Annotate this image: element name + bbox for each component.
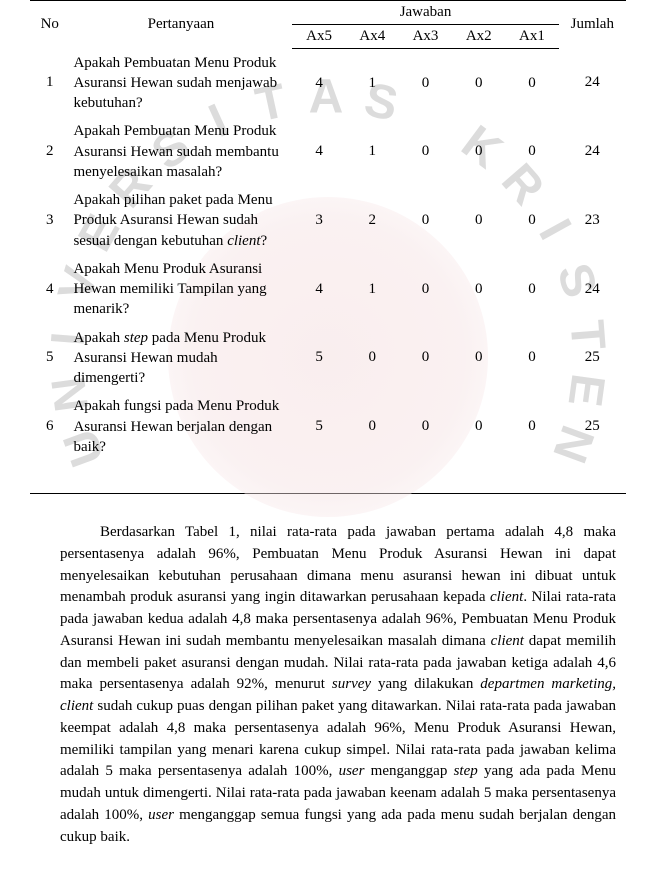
- col-header-jumlah: Jumlah: [559, 1, 626, 49]
- cell-ax3: 0: [399, 255, 452, 324]
- cell-jumlah: 25: [559, 392, 626, 461]
- cell-no: 2: [30, 117, 69, 186]
- cell-jumlah: 24: [559, 255, 626, 324]
- col-header-ax3: Ax3: [399, 25, 452, 49]
- cell-ax2: 0: [452, 392, 505, 461]
- cell-jumlah: 25: [559, 324, 626, 393]
- cell-question: Apakah pilihan paket pada Menu Produk As…: [69, 186, 292, 255]
- cell-ax4: 0: [346, 324, 399, 393]
- table-row: 6Apakah fungsi pada Menu Produk Asuransi…: [30, 392, 626, 461]
- col-header-ax5: Ax5: [292, 25, 345, 49]
- cell-ax2: 0: [452, 186, 505, 255]
- cell-no: 4: [30, 255, 69, 324]
- col-header-ax1: Ax1: [505, 25, 558, 49]
- survey-table-body: 1Apakah Pembuatan Menu Produk Asuransi H…: [30, 49, 626, 462]
- cell-ax4: 1: [346, 255, 399, 324]
- table-row: 3Apakah pilihan paket pada Menu Produk A…: [30, 186, 626, 255]
- cell-question: Apakah Pembuatan Menu Produk Asuransi He…: [69, 49, 292, 118]
- cell-ax4: 1: [346, 117, 399, 186]
- cell-ax5: 4: [292, 117, 345, 186]
- table-row: 5Apakah step pada Menu Produk Asuransi H…: [30, 324, 626, 393]
- table-row: 1Apakah Pembuatan Menu Produk Asuransi H…: [30, 49, 626, 118]
- cell-ax5: 4: [292, 49, 345, 118]
- analysis-paragraph: Berdasarkan Tabel 1, nilai rata-rata pad…: [60, 522, 616, 848]
- cell-no: 5: [30, 324, 69, 393]
- cell-no: 3: [30, 186, 69, 255]
- cell-ax2: 0: [452, 49, 505, 118]
- analysis-section: Berdasarkan Tabel 1, nilai rata-rata pad…: [30, 522, 626, 848]
- col-header-ax4: Ax4: [346, 25, 399, 49]
- cell-no: 6: [30, 392, 69, 461]
- cell-question: Apakah step pada Menu Produk Asuransi He…: [69, 324, 292, 393]
- cell-ax2: 0: [452, 255, 505, 324]
- cell-jumlah: 24: [559, 49, 626, 118]
- cell-ax1: 0: [505, 117, 558, 186]
- cell-ax3: 0: [399, 392, 452, 461]
- cell-ax1: 0: [505, 186, 558, 255]
- cell-ax5: 4: [292, 255, 345, 324]
- cell-question: Apakah fungsi pada Menu Produk Asuransi …: [69, 392, 292, 461]
- cell-ax5: 5: [292, 324, 345, 393]
- cell-ax3: 0: [399, 186, 452, 255]
- page-root: UNIVERSITAS KRISTEN No Pertanyaan Jawaba…: [0, 0, 656, 893]
- cell-ax3: 0: [399, 117, 452, 186]
- cell-jumlah: 24: [559, 117, 626, 186]
- col-header-jawaban: Jawaban: [292, 1, 558, 25]
- cell-ax1: 0: [505, 255, 558, 324]
- survey-table: No Pertanyaan Jawaban Jumlah Ax5 Ax4 Ax3…: [30, 0, 626, 461]
- cell-ax4: 0: [346, 392, 399, 461]
- cell-ax2: 0: [452, 324, 505, 393]
- cell-jumlah: 23: [559, 186, 626, 255]
- cell-ax1: 0: [505, 49, 558, 118]
- cell-ax4: 2: [346, 186, 399, 255]
- cell-ax3: 0: [399, 324, 452, 393]
- cell-no: 1: [30, 49, 69, 118]
- cell-ax1: 0: [505, 324, 558, 393]
- col-header-ax2: Ax2: [452, 25, 505, 49]
- cell-question: Apakah Menu Produk Asuransi Hewan memili…: [69, 255, 292, 324]
- cell-ax2: 0: [452, 117, 505, 186]
- col-header-pertanyaan: Pertanyaan: [69, 1, 292, 49]
- cell-ax5: 3: [292, 186, 345, 255]
- table-row: 2Apakah Pembuatan Menu Produk Asuransi H…: [30, 117, 626, 186]
- col-header-no: No: [30, 1, 69, 49]
- cell-ax4: 1: [346, 49, 399, 118]
- table-bottom-rule: [30, 493, 626, 494]
- cell-question: Apakah Pembuatan Menu Produk Asuransi He…: [69, 117, 292, 186]
- cell-ax5: 5: [292, 392, 345, 461]
- table-row: 4Apakah Menu Produk Asuransi Hewan memil…: [30, 255, 626, 324]
- cell-ax1: 0: [505, 392, 558, 461]
- cell-ax3: 0: [399, 49, 452, 118]
